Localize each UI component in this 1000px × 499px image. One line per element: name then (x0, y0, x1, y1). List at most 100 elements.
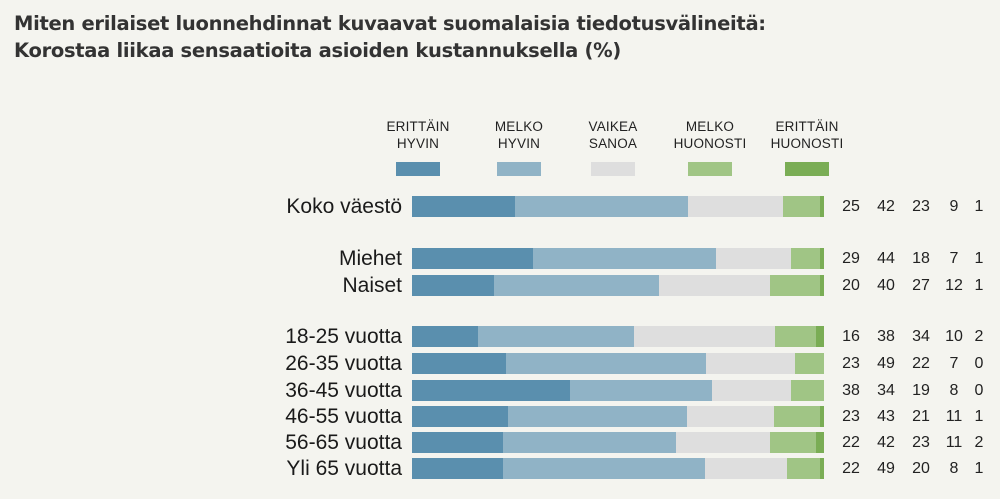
legend-swatch (591, 162, 635, 176)
bar-segment (815, 326, 824, 347)
value-label: 38 (877, 328, 895, 345)
value-label: 23 (842, 408, 860, 425)
legend-label-line-2: HUONOSTI (770, 136, 844, 151)
chart-row: Naiset 20 40 27 12 1 (0, 274, 1000, 297)
stacked-bar (412, 458, 824, 479)
row-label: 18-25 vuotta (285, 325, 402, 348)
value-label: 2 (974, 328, 984, 345)
chart-row: 26-35 vuotta 23 49 22 7 0 (0, 352, 1000, 375)
legend-label-line-2: HYVIN (497, 136, 541, 151)
chart-row: Miehet 29 44 18 7 1 (0, 247, 1000, 270)
value-label: 21 (912, 408, 930, 425)
value-label: 27 (912, 277, 930, 294)
value-labels: 23 49 22 7 0 (836, 353, 996, 374)
value-label: 20 (912, 460, 930, 477)
bar-segment (412, 458, 503, 479)
bar-segment (790, 380, 824, 401)
value-labels: 25 42 23 9 1 (836, 196, 996, 217)
chart-row: 18-25 vuotta 16 38 34 10 2 (0, 325, 1000, 348)
bar-segment (412, 353, 506, 374)
value-label: 8 (949, 382, 959, 399)
bar-segment (786, 458, 820, 479)
legend-label-line-1: MELKO (494, 119, 544, 134)
value-label: 1 (974, 277, 984, 294)
chart-row: Yli 65 vuotta 22 49 20 8 1 (0, 457, 1000, 480)
value-label: 16 (842, 328, 860, 345)
chart-row: 36-45 vuotta 38 34 19 8 0 (0, 379, 1000, 402)
bar-segment (705, 353, 796, 374)
row-label: Miehet (338, 247, 402, 270)
value-label: 22 (842, 434, 860, 451)
row-label: 56-65 vuotta (285, 431, 402, 454)
bar-segment (819, 196, 824, 217)
bar-segment (774, 406, 820, 427)
value-label: 11 (945, 434, 963, 451)
bar-segment (477, 326, 635, 347)
row-label: Koko väestö (286, 195, 402, 218)
value-label: 19 (912, 382, 930, 399)
bar-segment (774, 326, 816, 347)
value-label: 1 (974, 198, 984, 215)
value-label: 0 (974, 382, 984, 399)
chart-row: 56-65 vuotta 22 42 23 11 2 (0, 431, 1000, 454)
value-labels: 22 49 20 8 1 (836, 458, 996, 479)
value-label: 12 (945, 277, 963, 294)
bar-segment (688, 196, 783, 217)
value-label: 23 (912, 434, 930, 451)
value-label: 9 (949, 198, 959, 215)
value-label: 23 (842, 355, 860, 372)
bar-segment (686, 406, 775, 427)
value-label: 0 (974, 355, 984, 372)
value-label: 1 (974, 408, 984, 425)
bar-segment (770, 432, 816, 453)
legend-item-vaikea-sanoa: VAIKEA SANOA (553, 118, 673, 176)
value-label: 7 (949, 355, 959, 372)
bar-segment (502, 458, 705, 479)
bar-segment (494, 275, 660, 296)
value-label: 8 (949, 460, 959, 477)
value-label: 42 (877, 434, 895, 451)
value-label: 42 (877, 198, 895, 215)
legend-item-melko-huonosti: MELKO HUONOSTI (650, 118, 770, 176)
value-label: 40 (877, 277, 895, 294)
stacked-bar (412, 248, 824, 269)
bar-segment (412, 248, 533, 269)
chart-title-line-1: Miten erilaiset luonnehdinnat kuvaavat s… (14, 12, 766, 35)
stacked-bar (412, 326, 824, 347)
bar-segment (515, 196, 689, 217)
bar-segment (770, 275, 820, 296)
legend-label-line-1: MELKO (685, 119, 735, 134)
value-label: 22 (842, 460, 860, 477)
bar-segment (819, 406, 824, 427)
value-labels: 20 40 27 12 1 (836, 275, 996, 296)
value-label: 44 (877, 250, 895, 267)
value-label: 38 (842, 382, 860, 399)
legend-label-line-1: ERITTÄIN (386, 119, 450, 134)
value-label: 23 (912, 198, 930, 215)
row-label: 46-55 vuotta (285, 405, 402, 428)
stacked-bar (412, 275, 824, 296)
bar-segment (412, 432, 503, 453)
legend-label-line-1: ERITTÄIN (775, 119, 839, 134)
stacked-bar (412, 432, 824, 453)
stacked-bar (412, 353, 824, 374)
bar-segment (815, 432, 824, 453)
legend-item-erittain-huonosti: ERITTÄIN HUONOSTI (747, 118, 867, 176)
bar-segment (412, 196, 515, 217)
value-labels: 23 43 21 11 1 (836, 406, 996, 427)
value-label: 7 (949, 250, 959, 267)
bar-segment (819, 458, 824, 479)
legend-label-line-2: HYVIN (396, 136, 440, 151)
legend-label-line-1: VAIKEA (588, 119, 638, 134)
value-labels: 29 44 18 7 1 (836, 248, 996, 269)
legend-label-line-2: SANOA (588, 136, 638, 151)
row-label: 26-35 vuotta (285, 352, 402, 375)
value-label: 22 (912, 355, 930, 372)
value-label: 49 (877, 355, 895, 372)
legend: ERITTÄIN HYVIN MELKO HYVIN VAIKEA SANOA MEL… (0, 118, 1000, 182)
bar-segment (412, 326, 478, 347)
bar-segment (790, 248, 820, 269)
bar-segment (634, 326, 775, 347)
value-label: 1 (974, 250, 984, 267)
chart-title: Miten erilaiset luonnehdinnat kuvaavat s… (14, 10, 994, 64)
